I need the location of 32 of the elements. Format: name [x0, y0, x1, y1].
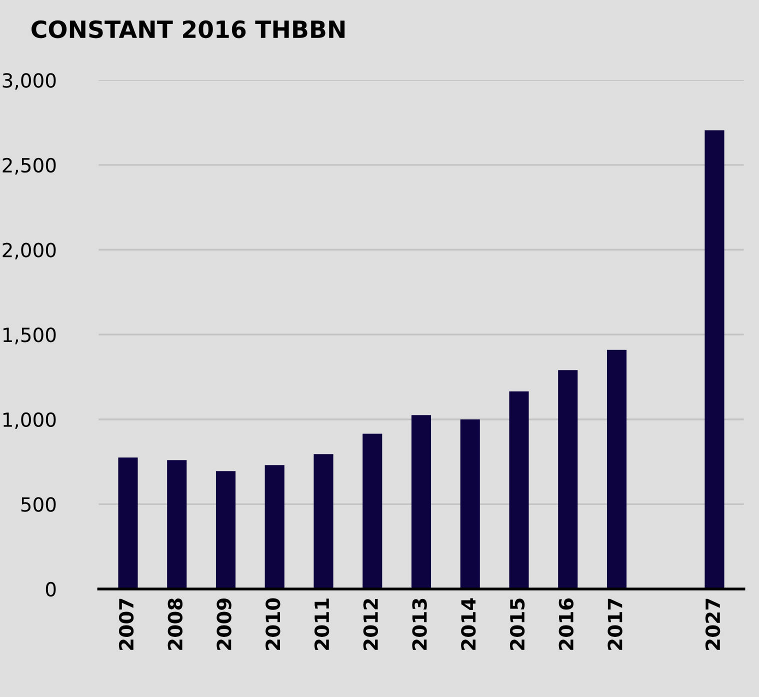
- bar: [118, 458, 138, 589]
- x-tick-label: 2015: [510, 598, 525, 650]
- x-tick-label: 2014: [461, 598, 476, 650]
- bar: [167, 460, 187, 589]
- y-tick-label: 0: [46, 582, 56, 597]
- bar: [509, 391, 529, 589]
- y-tick-label: 2,500: [2, 158, 56, 175]
- bar: [362, 434, 382, 589]
- x-tick-label: 2007: [118, 598, 134, 650]
- x-tick-label: 2016: [558, 598, 574, 650]
- x-tick-label: 2013: [412, 598, 427, 650]
- bar: [411, 415, 432, 589]
- bar: [704, 130, 724, 589]
- x-tick-label: 2008: [168, 598, 183, 650]
- x-tick-label: 2011: [314, 598, 330, 650]
- bar: [264, 465, 284, 589]
- x-tick-label: 2017: [608, 598, 622, 650]
- chart-title: CONSTANT 2016 THBBN: [32, 20, 345, 38]
- x-tick-label: 2027: [705, 598, 720, 650]
- x-tick-label: 2009: [216, 598, 232, 650]
- x-tick-label: 2012: [363, 598, 378, 650]
- bar: [216, 471, 236, 589]
- x-tick-label: 2010: [266, 598, 280, 650]
- y-tick-label: 500: [21, 497, 56, 512]
- y-tick-label: 1,000: [3, 412, 56, 430]
- y-tick-label: 1,500: [3, 328, 56, 344]
- bar: [314, 454, 334, 589]
- bar: [606, 350, 627, 589]
- y-tick-label: 3,000: [2, 73, 56, 90]
- y-tick-label: 2,000: [2, 242, 56, 260]
- bar: [460, 419, 480, 589]
- bar: [558, 370, 578, 589]
